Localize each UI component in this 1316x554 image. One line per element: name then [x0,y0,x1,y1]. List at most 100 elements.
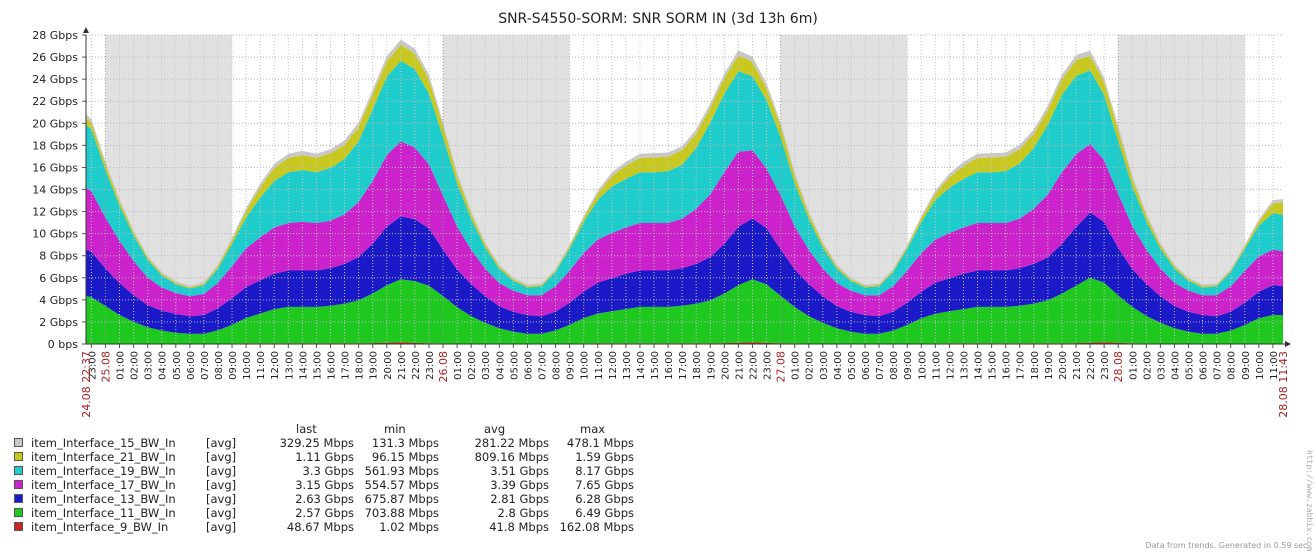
x-tick-label: 03:00 [819,351,830,380]
legend-min: 131.3 Mbps [371,436,439,450]
legend-series-name: item_Interface_9_BW_In [31,520,169,534]
x-day-label: 27.08 [775,351,788,383]
x-tick-label: 20:00 [1058,351,1069,380]
x-tick-label: 08:00 [552,351,563,380]
y-tick-label: 6 Gbps [39,272,78,285]
legend-min: 703.88 Mbps [364,506,439,520]
legend-header-min: min [384,422,406,436]
x-tick-label: 01:00 [1128,351,1139,380]
x-tick-label: 02:00 [467,351,478,380]
x-tick-label: 16:00 [327,351,338,380]
legend-last: 2.63 Gbps [295,492,354,506]
x-tick-label: 10:00 [242,351,253,380]
x-tick-label: 05:00 [847,351,858,380]
x-tick-label: 09:00 [903,351,914,380]
y-tick-label: 22 Gbps [32,95,78,108]
x-tick-label: 22:00 [1086,351,1097,380]
x-tick-label: 21:00 [734,351,745,380]
x-tick-label: 22:00 [411,351,422,380]
y-tick-label: 28 Gbps [32,29,78,42]
x-tick-label: 07:00 [1213,351,1224,380]
x-tick-label: 19:00 [1044,351,1055,380]
legend-min: 96.15 Mbps [371,450,439,464]
x-tick-label: 20:00 [720,351,731,380]
y-tick-label: 12 Gbps [32,206,78,219]
x-tick-label: 08:00 [214,351,225,380]
x-tick-label: 07:00 [200,351,211,380]
x-tick-label: 08:00 [889,351,900,380]
legend-last: 3.15 Gbps [295,478,354,492]
legend-avg: 41.8 Mbps [489,520,549,534]
y-tick-label: 14 Gbps [32,184,78,197]
x-tick-label: 22:00 [748,351,759,380]
legend-function: [avg] [206,478,237,492]
legend-avg: 281.22 Mbps [474,436,549,450]
legend-last: 2.57 Gbps [295,506,354,520]
legend-series-name: item_Interface_21_BW_In [31,450,176,464]
x-tick-label: 03:00 [1156,351,1167,380]
y-tick-label: 20 Gbps [32,117,78,130]
x-day-label: 25.08 [99,351,112,383]
legend-last: 329.25 Mbps [279,436,354,450]
x-tick-label: 14:00 [298,351,309,380]
x-tick-label: 23:00 [87,351,98,380]
x-tick-label: 09:00 [566,351,577,380]
legend-avg: 3.39 Gbps [490,478,549,492]
x-tick-label: 17:00 [678,351,689,380]
legend-swatch [14,466,23,475]
x-tick-label: 05:00 [172,351,183,380]
series-area-item_Interface_21_BW_In [86,44,1283,289]
x-tick-label: 02:00 [805,351,816,380]
x-tick-label: 10:00 [1255,351,1266,380]
legend-series-name: item_Interface_19_BW_In [31,464,176,478]
legend-avg: 2.8 Gbps [497,506,549,520]
x-tick-label: 18:00 [1030,351,1041,380]
legend-header-avg: avg [484,422,506,436]
x-tick-label: 14:00 [974,351,985,380]
legend-max: 6.49 Gbps [575,506,634,520]
y-tick-label: 24 Gbps [32,73,78,86]
legend-header-last: last [296,422,317,436]
y-tick-label: 8 Gbps [39,250,78,263]
x-tick-label: 09:00 [1241,351,1252,380]
x-tick-label: 08:00 [1227,351,1238,380]
y-axis-arrow [83,27,89,33]
x-tick-label: 12:00 [608,351,619,380]
x-day-label: 26.08 [437,351,450,383]
legend-series-name: item_Interface_13_BW_In [31,492,176,506]
x-tick-label: 11:00 [931,351,942,380]
footer-note: Data from trends. Generated in 0.59 sec. [1145,541,1310,550]
y-tick-label: 16 Gbps [32,161,78,174]
legend-min: 554.57 Mbps [364,478,439,492]
x-tick-label: 01:00 [791,351,802,380]
legend-function: [avg] [206,520,237,534]
chart: SNR-S4550-SORM: SNR SORM IN (3d 13h 6m) … [32,11,1291,418]
x-end-label: 28.08 11:43 [1277,351,1290,418]
y-tick-label: 10 Gbps [32,228,78,241]
x-tick-label: 16:00 [1002,351,1013,380]
x-tick-label: 14:00 [636,351,647,380]
x-tick-label: 07:00 [875,351,886,380]
legend-series-name: item_Interface_15_BW_In [31,436,176,450]
x-tick-label: 06:00 [861,351,872,380]
legend-function: [avg] [206,464,237,478]
x-tick-label: 10:00 [580,351,591,380]
x-tick-label: 13:00 [622,351,633,380]
y-tick-label: 18 Gbps [32,139,78,152]
x-tick-label: 13:00 [959,351,970,380]
x-tick-label: 12:00 [945,351,956,380]
legend-max: 478.1 Mbps [566,436,634,450]
x-tick-label: 23:00 [763,351,774,380]
chart-title: SNR-S4550-SORM: SNR SORM IN (3d 13h 6m) [498,11,818,27]
legend-function: [avg] [206,506,237,520]
legend-series-name: item_Interface_11_BW_In [31,506,176,520]
x-tick-label: 04:00 [833,351,844,380]
x-tick-label: 05:00 [509,351,520,380]
legend-last: 1.11 Gbps [295,450,354,464]
legend-max: 162.08 Mbps [559,520,634,534]
legend-avg: 809.16 Mbps [474,450,549,464]
legend-min: 1.02 Mbps [379,520,439,534]
x-tick-label: 01:00 [116,351,127,380]
x-tick-label: 02:00 [1142,351,1153,380]
series-area-item_Interface_11_BW_In [86,277,1283,344]
